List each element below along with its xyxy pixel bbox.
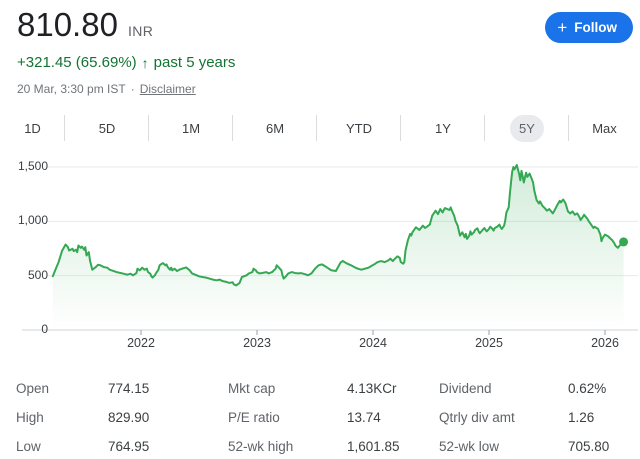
stock-price: 810.80: [17, 6, 118, 43]
stat-pe-ratio-label: P/E ratio: [228, 410, 280, 425]
stats-column-1: Open 774.15 High 829.90 Low 764.95: [16, 380, 212, 459]
tab-max-label: Max: [592, 120, 617, 136]
stat-low-label: Low: [16, 439, 41, 454]
y-axis-tick-label: 1,500: [17, 159, 48, 173]
stat-mkt-cap-value: 4.13KCr: [347, 381, 397, 396]
stat-dividend: Dividend 0.62%: [439, 380, 633, 397]
stat-high-value: 829.90: [108, 410, 150, 425]
stats-column-2: Mkt cap 4.13KCr P/E ratio 13.74 52-wk hi…: [228, 380, 428, 459]
stat-52wk-low: 52-wk low 705.80: [439, 438, 633, 455]
currency-code: INR: [127, 23, 154, 39]
separator-dot: ·: [130, 82, 135, 96]
stat-open: Open 774.15: [16, 380, 212, 397]
stat-52wk-low-label: 52-wk low: [439, 439, 500, 454]
stat-high: High 829.90: [16, 409, 212, 426]
stat-high-label: High: [16, 410, 44, 425]
tab-5d[interactable]: 5D: [65, 108, 149, 148]
price-chart[interactable]: 1,500 1,000 500 0 2022 2023 2024 2025 2026: [0, 150, 640, 356]
tab-ytd[interactable]: YTD: [317, 108, 401, 148]
tab-1d[interactable]: 1D: [0, 108, 65, 148]
tab-5d-label: 5D: [98, 120, 116, 136]
tab-1y-label: 1Y: [435, 120, 451, 136]
tab-max[interactable]: Max: [569, 108, 640, 148]
stat-low-value: 764.95: [108, 439, 150, 454]
last-price-marker: [619, 237, 629, 247]
tab-1y[interactable]: 1Y: [401, 108, 485, 148]
tab-6m[interactable]: 6M: [233, 108, 317, 148]
stat-low: Low 764.95: [16, 438, 212, 455]
stat-52wk-low-value: 705.80: [568, 439, 610, 454]
stat-mkt-cap-label: Mkt cap: [228, 381, 276, 396]
tab-1m-label: 1M: [181, 120, 201, 136]
stat-dividend-label: Dividend: [439, 381, 492, 396]
stat-open-value: 774.15: [108, 381, 150, 396]
tab-5y[interactable]: 5Y: [485, 108, 569, 148]
disclaimer-link[interactable]: Disclaimer: [139, 82, 196, 96]
price-header: 810.80 INR: [17, 6, 153, 44]
stat-open-label: Open: [16, 381, 50, 396]
stat-pe-ratio: P/E ratio 13.74: [228, 409, 428, 426]
x-axis-tick-label: 2025: [475, 336, 503, 350]
follow-button-label: Follow: [574, 20, 617, 35]
range-tab-bar: 1D 5D 1M 6M YTD 1Y 5Y Max: [0, 108, 640, 148]
stat-52wk-high-label: 52-wk high: [228, 439, 294, 454]
stat-qtrly-div: Qtrly div amt 1.26: [439, 409, 633, 426]
price-change-period: past 5 years: [153, 54, 236, 71]
stat-qtrly-div-value: 1.26: [568, 410, 595, 425]
x-axis-tick-label: 2023: [243, 336, 271, 350]
tab-ytd-label: YTD: [346, 120, 372, 136]
x-axis-tick-label: 2024: [359, 336, 387, 350]
y-axis-tick-label: 1,000: [17, 213, 48, 228]
stat-dividend-value: 0.62%: [568, 381, 607, 396]
stat-mkt-cap: Mkt cap 4.13KCr: [228, 380, 428, 397]
stat-qtrly-div-label: Qtrly div amt: [439, 410, 515, 425]
price-change-row: +321.45 (65.69%) ↑ past 5 years: [17, 54, 235, 71]
area-fill: [52, 165, 624, 330]
y-axis-tick-label: 0: [41, 322, 48, 336]
tab-5y-label: 5Y: [510, 114, 544, 142]
stats-column-3: Dividend 0.62% Qtrly div amt 1.26 52-wk …: [439, 380, 633, 459]
price-change-value: +321.45 (65.69%): [17, 54, 137, 71]
quote-timestamp: 20 Mar, 3:30 pm IST: [17, 82, 126, 96]
arrow-up-icon: ↑: [141, 54, 149, 71]
follow-button[interactable]: + Follow: [545, 12, 633, 43]
price-chart-canvas[interactable]: [0, 150, 640, 336]
y-axis-tick-label: 500: [27, 267, 48, 282]
quote-meta-row: 20 Mar, 3:30 pm IST · Disclaimer: [17, 82, 196, 96]
stat-pe-ratio-value: 13.74: [347, 410, 381, 425]
stat-52wk-high-value: 1,601.85: [347, 439, 400, 454]
tab-6m-label: 6M: [265, 120, 285, 136]
stat-52wk-high: 52-wk high 1,601.85: [228, 438, 428, 455]
tab-1m[interactable]: 1M: [149, 108, 233, 148]
x-axis-tick-label: 2026: [591, 336, 619, 350]
tab-1d-label: 1D: [24, 120, 41, 136]
price-line: [51, 164, 625, 287]
x-axis-tick-label: 2022: [127, 336, 155, 350]
plus-icon: +: [557, 18, 568, 37]
